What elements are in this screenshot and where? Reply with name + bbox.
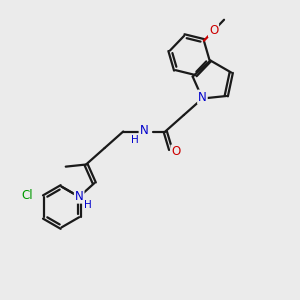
Text: H: H (84, 200, 92, 210)
Text: H: H (131, 135, 139, 145)
Text: Cl: Cl (22, 189, 33, 202)
Text: N: N (198, 91, 207, 103)
Text: N: N (75, 190, 83, 203)
Text: N: N (140, 124, 148, 136)
Text: O: O (171, 146, 181, 158)
Text: O: O (209, 24, 218, 37)
